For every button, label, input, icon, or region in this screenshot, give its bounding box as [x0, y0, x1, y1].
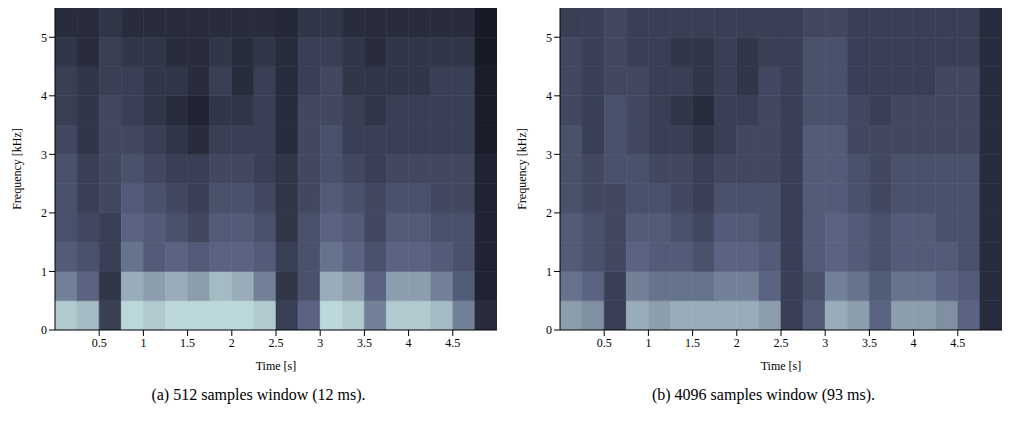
svg-text:3.5: 3.5: [861, 336, 876, 350]
svg-text:4: 4: [405, 336, 411, 350]
svg-text:3.5: 3.5: [356, 336, 371, 350]
svg-text:4: 4: [546, 89, 552, 103]
svg-text:4.5: 4.5: [950, 336, 965, 350]
svg-text:4: 4: [41, 89, 47, 103]
svg-text:1.5: 1.5: [685, 336, 700, 350]
html-text:(b) 4096 samples window (93 ms: (b) 4096 samples window (93 ms).: [652, 386, 875, 403]
svg-text:3: 3: [546, 148, 552, 162]
svg-text:0.5: 0.5: [91, 336, 106, 350]
svg-text:1: 1: [645, 336, 651, 350]
svg-text:4: 4: [910, 336, 916, 350]
svg-text:2: 2: [546, 206, 552, 220]
svg-text:Frequency [kHz]: Frequency [kHz]: [10, 128, 24, 210]
svg-text:3: 3: [822, 336, 828, 350]
svg-text:2: 2: [41, 206, 47, 220]
svg-text:Time [s]: Time [s]: [255, 359, 296, 372]
svg-text:2: 2: [228, 336, 234, 350]
svg-text:0: 0: [41, 323, 47, 337]
svg-text:2.5: 2.5: [268, 336, 283, 350]
svg-text:1: 1: [140, 336, 146, 350]
svg-text:1.5: 1.5: [180, 336, 195, 350]
svg-text:3: 3: [41, 148, 47, 162]
svg-text:Frequency [kHz]: Frequency [kHz]: [515, 128, 529, 210]
html-text:(a) 512 samples window (12 ms): (a) 512 samples window (12 ms).: [151, 386, 366, 403]
svg-text:3: 3: [317, 336, 323, 350]
svg-text:Time [s]: Time [s]: [760, 359, 801, 372]
svg-text:1: 1: [41, 265, 47, 279]
svg-text:4.5: 4.5: [445, 336, 460, 350]
svg-text:5: 5: [546, 31, 552, 45]
svg-text:2.5: 2.5: [773, 336, 788, 350]
svg-text:0: 0: [546, 323, 552, 337]
svg-text:0.5: 0.5: [596, 336, 611, 350]
svg-text:5: 5: [41, 31, 47, 45]
svg-text:1: 1: [546, 265, 552, 279]
svg-text:2: 2: [733, 336, 739, 350]
